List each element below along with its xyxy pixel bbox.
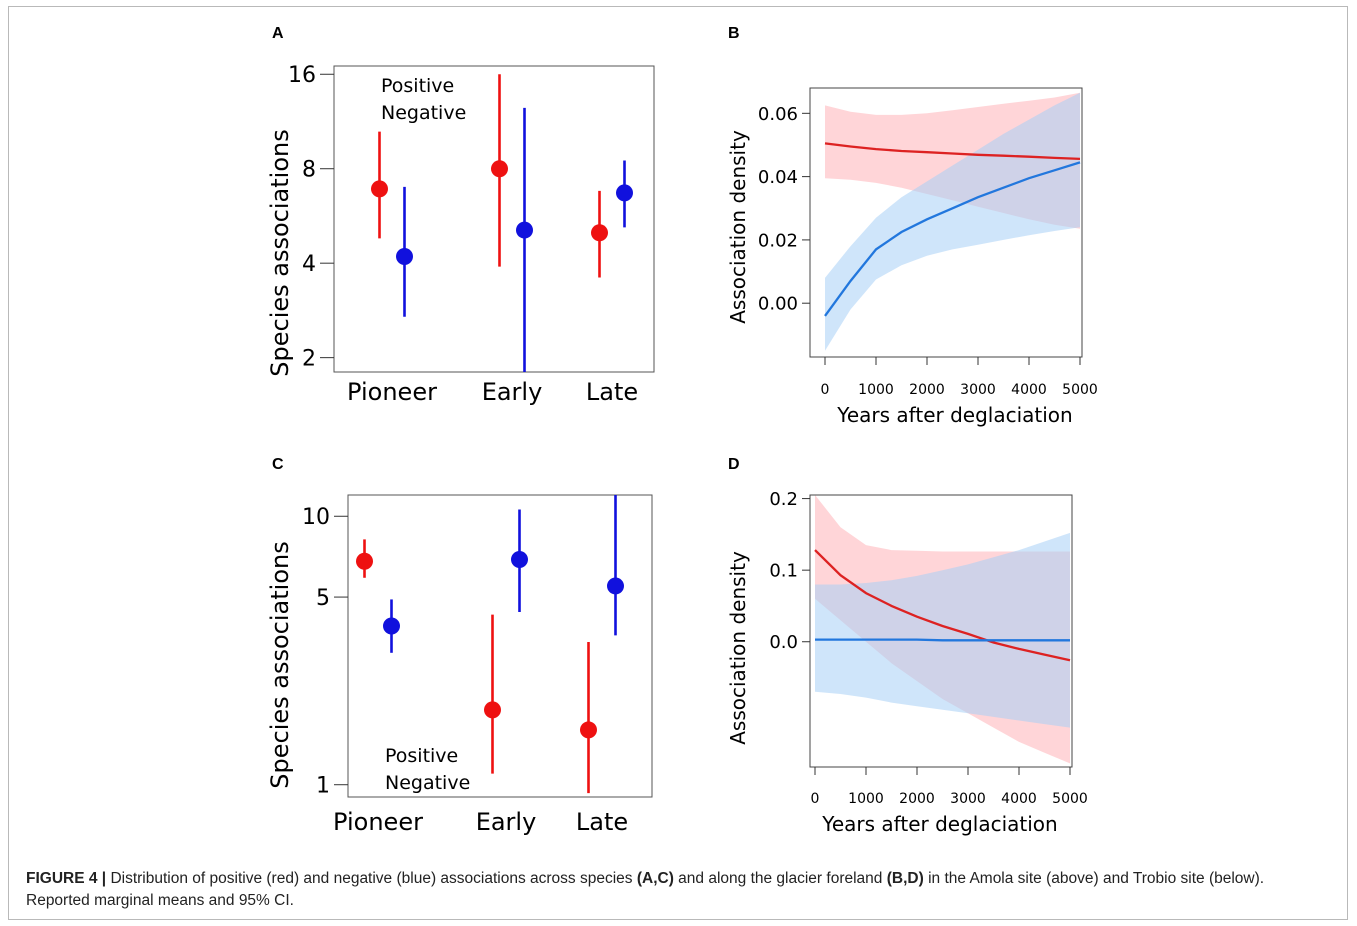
y-tick-label-d: 0.2 (769, 489, 798, 510)
x-category-label-c: Pioneer (333, 808, 423, 836)
y-tick-label-b: 0.02 (758, 230, 798, 251)
positive-mean-point-a (491, 160, 508, 178)
caption-text-2: and along the glacier foreland (673, 870, 887, 887)
negative-trend-line-b (824, 161, 1081, 317)
positive-mean-point-c (580, 721, 597, 739)
caption-ref-2: (B,D) (886, 870, 924, 887)
legend-positive-c: Positive (385, 745, 458, 767)
y-tick-label-c: 1 (316, 774, 330, 799)
x-axis-title-d: Years after deglaciation (821, 812, 1057, 836)
figure-caption: FIGURE 4 | Distribution of positive (red… (26, 868, 1326, 912)
legend-negative-c: Negative (385, 772, 470, 794)
caption-label: FIGURE 4 | (26, 870, 107, 887)
negative-mean-point-c (511, 551, 528, 569)
y-tick-label-a: 2 (302, 347, 316, 372)
x-category-label-c: Late (576, 808, 628, 836)
positive-mean-point-c (484, 701, 501, 719)
negative-mean-point-c (383, 617, 400, 635)
x-tick-label-b: 1000 (858, 382, 894, 398)
panel-letter-d: D (728, 456, 740, 473)
x-tick-label-d: 3000 (950, 791, 986, 807)
x-tick-label-b: 4000 (1011, 382, 1047, 398)
y-axis-title-a: Species associations (266, 129, 294, 376)
y-axis-title-b: Association density (726, 130, 750, 324)
y-tick-label-a: 16 (288, 63, 316, 88)
panel-letter-b: B (728, 25, 740, 42)
y-tick-label-a: 4 (302, 252, 316, 277)
panel-letter-c: C (272, 456, 284, 473)
panel-letter-a: A (272, 25, 284, 42)
caption-text-1: Distribution of positive (red) and negat… (106, 870, 637, 887)
positive-trend-line-d (814, 549, 1071, 662)
x-tick-label-d: 2000 (899, 791, 935, 807)
figure-canvas: A 2 4 8 16 Species associations Pioneer Early La… (266, 25, 1098, 836)
negative-mean-point-a (396, 248, 413, 266)
negative-trend-line-d (815, 638, 1070, 642)
plot-box-c (347, 494, 653, 798)
negative-mean-point-a (616, 184, 633, 202)
x-category-label-a: Early (482, 378, 543, 406)
y-axis-title-d: Association density (726, 551, 750, 745)
x-tick-label-b: 0 (821, 382, 830, 398)
y-axis-title-c: Species associations (266, 541, 294, 788)
caption-ref-1: (A,C) (636, 870, 674, 887)
x-tick-label-d: 1000 (848, 791, 884, 807)
x-tick-label-d: 5000 (1052, 791, 1088, 807)
positive-mean-point-a (371, 180, 388, 198)
x-tick-label-b: 3000 (960, 382, 996, 398)
legend-negative-a: Negative (381, 102, 466, 124)
legend-positive-a: Positive (381, 75, 454, 97)
caption-text-3: in the Amola site (above) and Trobio sit… (26, 870, 1265, 909)
plot-box-a (333, 65, 655, 373)
x-category-label-a: Pioneer (347, 378, 437, 406)
y-tick-label-d: 0.0 (769, 632, 798, 653)
negative-mean-point-a (516, 221, 533, 239)
x-tick-label-d: 0 (811, 791, 820, 807)
plot-box-b (809, 87, 1083, 358)
x-tick-label-d: 4000 (1001, 791, 1037, 807)
x-category-label-c: Early (476, 808, 537, 836)
negative-ci-band-d (815, 532, 1070, 728)
plot-box-d (809, 494, 1073, 768)
x-category-label-a: Late (586, 378, 638, 406)
x-tick-label-b: 5000 (1062, 382, 1098, 398)
y-tick-label-b: 0.00 (758, 294, 798, 315)
y-tick-label-d: 0.1 (769, 561, 798, 582)
figure-frame (8, 6, 1348, 920)
x-tick-label-b: 2000 (909, 382, 945, 398)
x-axis-title-b: Years after deglaciation (836, 403, 1072, 427)
negative-mean-point-c (607, 577, 624, 595)
y-tick-label-b: 0.04 (758, 167, 798, 188)
positive-mean-point-a (591, 224, 608, 242)
y-tick-label-a: 8 (302, 158, 316, 183)
y-tick-label-b: 0.06 (758, 104, 798, 125)
y-tick-label-c: 5 (316, 586, 330, 611)
positive-trend-line-b (824, 142, 1081, 161)
y-tick-label-c: 10 (302, 505, 330, 530)
positive-mean-point-c (356, 552, 373, 570)
